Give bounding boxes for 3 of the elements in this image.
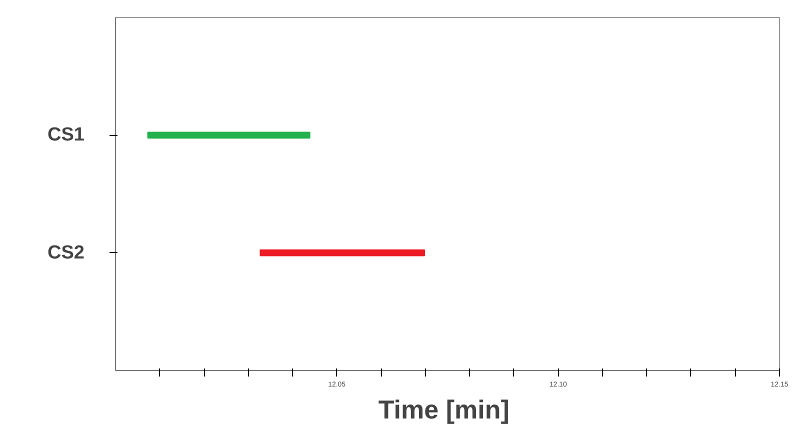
y-tick-label: CS2 — [48, 242, 85, 264]
x-axis-title: Time [min] — [378, 394, 510, 424]
y-tick-label: CS1 — [48, 124, 85, 146]
